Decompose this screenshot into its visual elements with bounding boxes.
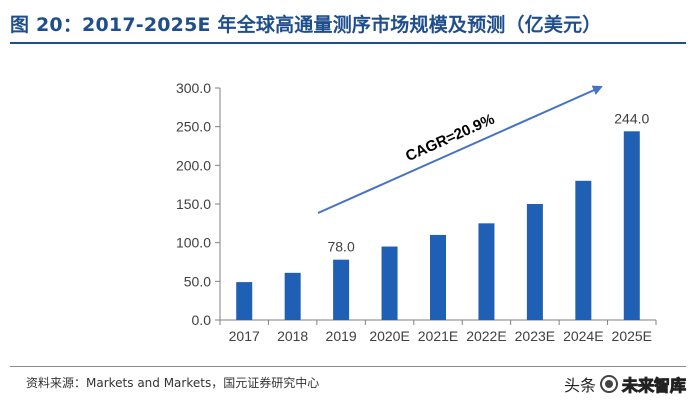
cagr-annotation: CAGR=20.9%: [403, 111, 497, 165]
bar-2022E: [478, 223, 495, 320]
y-tick-label: 200.0: [176, 157, 211, 173]
y-tick-label: 0.0: [192, 312, 212, 328]
wechat-like-icon: [599, 375, 618, 393]
bar-2025E: [623, 131, 640, 320]
x-tick-label: 2025E: [612, 328, 652, 344]
x-tick-label: 2017: [229, 328, 260, 344]
x-tick-label: 2018: [277, 328, 308, 344]
bar-2024E: [575, 180, 592, 320]
watermark-brand: 未来智库: [621, 376, 686, 396]
data-label: 244.0: [614, 110, 649, 126]
bar-chart: 0.0 50.0 100.0 150.0 200.0 250.0 300.0 2017 2018…: [176, 80, 657, 344]
data-label: 78.0: [327, 239, 354, 255]
bar-2023E: [526, 204, 543, 320]
title-divider: [10, 42, 686, 44]
x-tick-label: 2021E: [418, 328, 458, 344]
y-tick-label: 300.0: [176, 80, 211, 96]
y-tick-label: 100.0: [176, 235, 211, 251]
cagr-arrow: [317, 85, 603, 214]
watermark: 头条 未来智库: [563, 372, 687, 396]
source-note: 资料来源：Markets and Markets，国元证券研究中心: [26, 376, 320, 390]
watermark-prefix: 头条: [563, 376, 596, 395]
x-tick-label: 2019: [326, 328, 357, 344]
x-tick-label: 2020E: [369, 328, 409, 344]
bar-2017: [236, 282, 253, 320]
y-tick-label: 250.0: [176, 119, 211, 135]
y-tick-label: 150.0: [176, 196, 211, 212]
bar-2021E: [430, 234, 446, 320]
bar-2018: [284, 272, 301, 320]
chart-title: 图 20：2017-2025E 年全球高通量测序市场规模及预测（亿美元）: [10, 14, 602, 36]
y-tick-label: 50.0: [184, 273, 211, 289]
bar-2019: [333, 259, 350, 320]
x-tick-label: 2024E: [563, 328, 603, 344]
footer-divider: [10, 366, 686, 367]
bar-2020E: [381, 246, 398, 320]
x-tick-label: 2022E: [466, 328, 506, 344]
x-tick-label: 2023E: [515, 328, 555, 344]
